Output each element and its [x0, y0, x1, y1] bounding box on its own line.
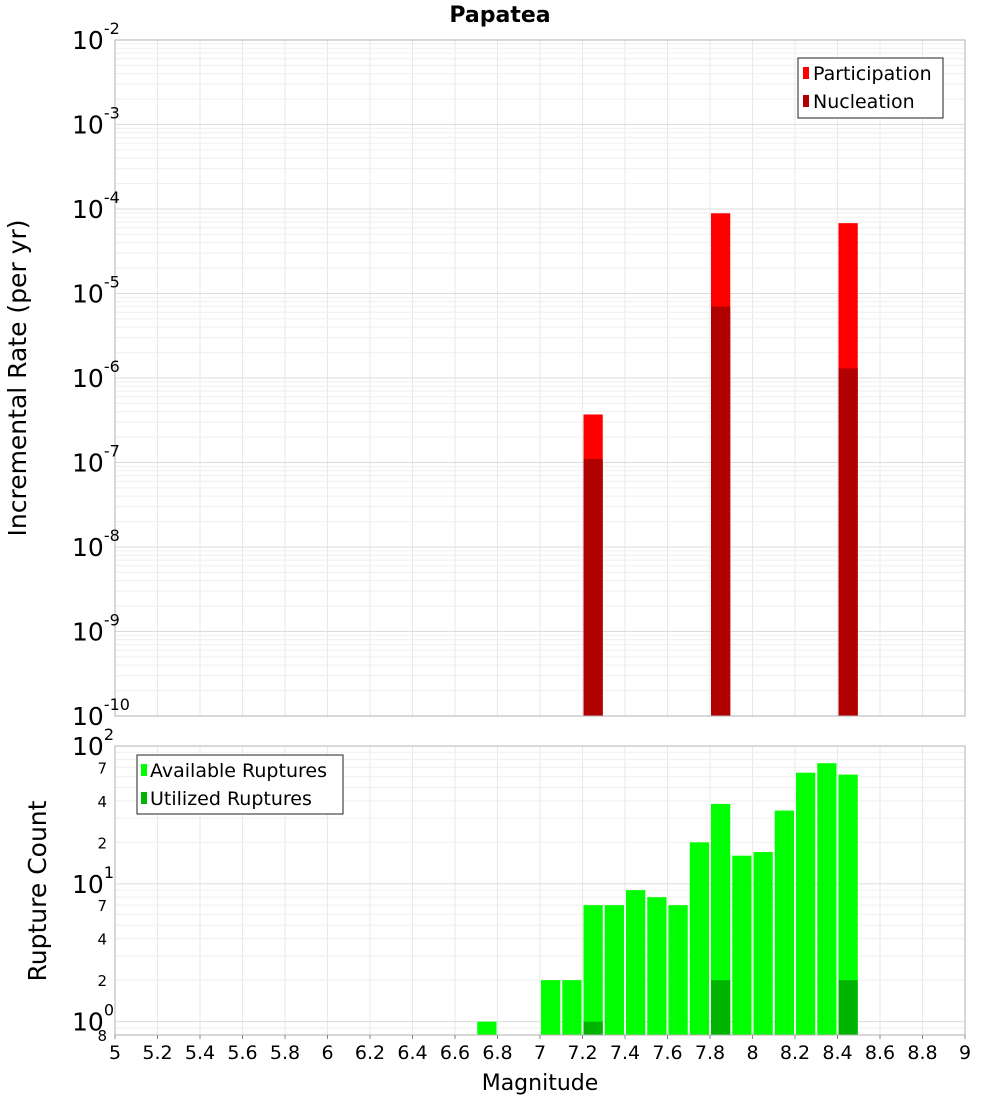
bottom-bar-available-ruptures [604, 905, 624, 1035]
top-bar-nucleation [711, 306, 731, 716]
bottom-bar-available-ruptures [753, 852, 773, 1035]
x-tick-label: 9 [959, 1042, 971, 1064]
bottom-bar-available-ruptures [774, 810, 794, 1035]
x-tick-label: 6.6 [440, 1042, 470, 1064]
x-tick-label: 5.4 [185, 1042, 215, 1064]
top-panel-y-ticks: 10-10 10-9 10-8 10-7 10-6 10-5 10-4 10-3 10-2 [72, 19, 130, 731]
legend-swatch-utilized [141, 792, 147, 804]
top-panel-bars [583, 213, 858, 716]
x-tick-label: 6.8 [482, 1042, 512, 1064]
x-tick-label: 8.8 [907, 1042, 937, 1064]
bottom-bar-available-ruptures [647, 897, 667, 1035]
bottom-panel-y-ticks: 100 101 102 8 2 4 7 2 4 7 [72, 725, 114, 1045]
top-y-tick-label: 10-5 [72, 273, 120, 309]
legend-label-available: Available Ruptures [150, 760, 327, 782]
bottom-y-minor-tick-label: 8 [97, 1027, 107, 1045]
top-panel-grid [114, 40, 966, 717]
bottom-y-minor-tick-label: 7 [97, 897, 107, 915]
x-axis-label: Magnitude [482, 1071, 599, 1096]
bottom-bar-available-ruptures [732, 855, 752, 1035]
legend-label-utilized: Utilized Ruptures [150, 788, 312, 810]
bottom-y-tick-label: 101 [72, 863, 114, 899]
top-y-tick-label: 10-2 [72, 19, 120, 55]
bottom-y-minor-tick-label: 2 [97, 834, 107, 852]
legend-swatch-participation [803, 67, 809, 79]
legend-swatch-nucleation [803, 95, 809, 107]
x-tick-label: 5.2 [142, 1042, 172, 1064]
bottom-bar-available-ruptures [541, 980, 561, 1035]
x-tick-label: 7.6 [652, 1042, 682, 1064]
bottom-legend: Available Ruptures Utilized Ruptures [136, 754, 344, 815]
bottom-bar-utilized-ruptures [583, 1021, 603, 1035]
x-tick-label: 6.2 [355, 1042, 385, 1064]
top-legend-box [797, 57, 944, 119]
top-y-tick-label: 10-6 [72, 357, 120, 393]
top-y-tick-label: 10-9 [72, 611, 120, 647]
legend-label-nucleation: Nucleation [813, 91, 915, 113]
bottom-bar-available-ruptures [711, 803, 731, 1035]
x-tick-label: 6 [321, 1042, 333, 1064]
bottom-bar-available-ruptures [689, 842, 709, 1035]
top-legend: Participation Nucleation [797, 57, 944, 119]
bottom-bar-available-ruptures [477, 1021, 497, 1035]
x-axis-ticks: 5 5.2 5.4 5.6 5.8 6 6.2 6.4 6.6 6.8 7 7.2 7.4 7.6 7.8 8… [109, 1035, 971, 1064]
bottom-panel-bars [477, 763, 858, 1035]
bottom-y-axis-label: Rupture Count [23, 800, 52, 981]
bottom-y-minor-tick-label: 2 [97, 972, 107, 990]
bottom-bar-available-ruptures [562, 980, 582, 1035]
top-y-axis-label: Incremental Rate (per yr) [3, 220, 32, 537]
bottom-bar-utilized-ruptures [711, 980, 731, 1035]
x-tick-label: 5 [109, 1042, 121, 1064]
bottom-legend-box [136, 754, 344, 815]
bottom-y-tick-label: 102 [72, 725, 114, 761]
bottom-bar-utilized-ruptures [838, 980, 858, 1035]
x-tick-label: 8.4 [822, 1042, 852, 1064]
bottom-bar-available-ruptures [583, 905, 603, 1035]
top-y-tick-label: 10-10 [72, 695, 130, 731]
bottom-y-minor-tick-label: 7 [97, 759, 107, 777]
top-bar-nucleation [583, 459, 603, 716]
x-tick-label: 6.4 [397, 1042, 427, 1064]
bottom-bar-available-ruptures [796, 772, 816, 1035]
bottom-bar-available-ruptures [668, 905, 688, 1035]
top-bar-nucleation [838, 368, 858, 716]
bottom-bar-available-ruptures [817, 763, 837, 1035]
x-tick-label: 7.4 [610, 1042, 640, 1064]
top-y-tick-label: 10-4 [72, 188, 120, 224]
x-tick-label: 5.6 [227, 1042, 257, 1064]
top-plot-frame [114, 39, 966, 717]
bottom-y-minor-tick-label: 4 [97, 793, 107, 811]
x-tick-label: 8 [746, 1042, 758, 1064]
top-y-tick-label: 10-8 [72, 526, 120, 562]
chart-title: Papatea [449, 3, 550, 28]
top-y-tick-label: 10-3 [72, 104, 120, 140]
x-tick-label: 5.8 [270, 1042, 300, 1064]
bottom-bar-available-ruptures [626, 890, 646, 1035]
x-tick-label: 7.2 [567, 1042, 597, 1064]
bottom-y-minor-tick-label: 4 [97, 931, 107, 949]
x-tick-label: 7.8 [695, 1042, 725, 1064]
legend-label-participation: Participation [813, 63, 932, 85]
x-tick-label: 8.2 [780, 1042, 810, 1064]
x-tick-label: 8.6 [865, 1042, 895, 1064]
bottom-bar-available-ruptures [838, 774, 858, 1035]
top-y-tick-label: 10-7 [72, 442, 120, 478]
x-tick-label: 7 [534, 1042, 546, 1064]
bottom-y-tick-label: 100 [72, 1001, 114, 1037]
legend-swatch-available [141, 764, 147, 776]
